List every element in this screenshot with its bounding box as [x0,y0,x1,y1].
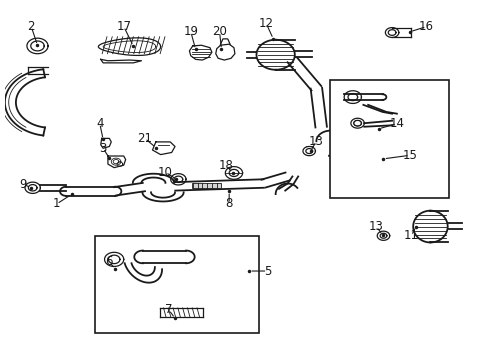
Text: 16: 16 [418,20,433,33]
Text: 15: 15 [402,149,416,162]
Text: 9: 9 [20,178,27,191]
Bar [95,237,258,333]
Text: 18: 18 [219,159,233,172]
Text: 21: 21 [137,132,152,145]
Text: 17: 17 [116,20,131,33]
Text: 11: 11 [403,229,418,242]
Text: 3: 3 [99,142,106,155]
Bar [329,80,447,198]
Text: 20: 20 [212,25,226,38]
Text: 13: 13 [368,220,383,233]
Text: 19: 19 [183,25,198,38]
Text: 10: 10 [158,166,173,179]
Text: 5: 5 [263,265,271,278]
Text: 12: 12 [258,17,273,30]
Text: 14: 14 [388,117,404,130]
Text: 1: 1 [53,198,61,211]
Bar [191,183,220,188]
Text: 2: 2 [27,20,35,33]
Text: 4: 4 [96,117,103,130]
Text: 7: 7 [164,303,172,316]
Text: 13: 13 [308,135,323,148]
Text: 8: 8 [225,198,232,211]
Text: 6: 6 [105,255,113,268]
